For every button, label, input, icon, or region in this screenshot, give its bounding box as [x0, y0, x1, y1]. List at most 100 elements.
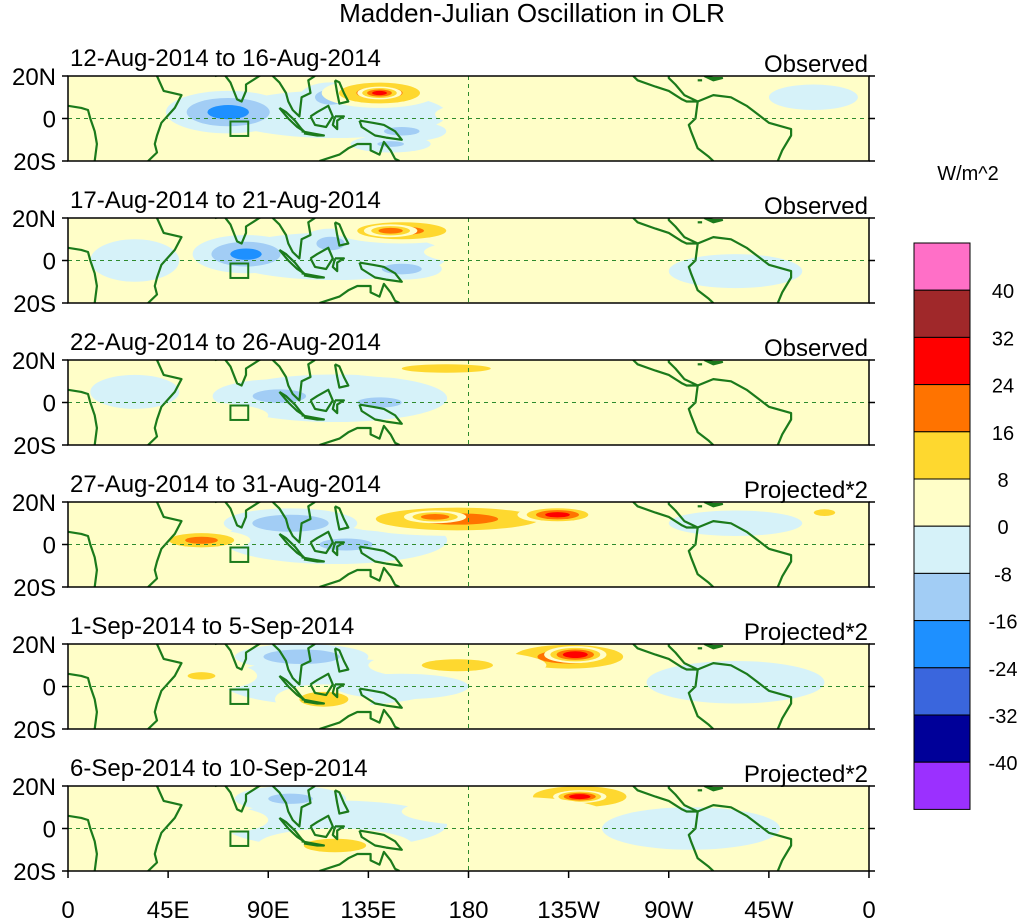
panel-status-label: Observed	[764, 193, 868, 220]
anomaly-contour	[569, 794, 591, 800]
coastline	[309, 388, 334, 413]
coastlines	[68, 644, 793, 729]
coastline	[331, 825, 345, 841]
anomaly-blob	[134, 402, 269, 428]
coastline	[697, 378, 793, 445]
coastline	[333, 789, 350, 815]
y-tick-label: 20N	[12, 774, 56, 801]
anomaly-contour	[187, 672, 216, 680]
x-tick-label: 0	[862, 897, 875, 920]
anomaly-blob	[513, 368, 758, 403]
anomaly-blob	[797, 504, 852, 522]
coastline	[632, 644, 699, 671]
reference-box	[229, 546, 250, 563]
anomaly-contour	[446, 555, 580, 577]
anomaly-blob	[363, 224, 418, 238]
panel-status-label: Projected*2	[744, 477, 868, 504]
coastline	[301, 840, 325, 847]
anomaly-contour	[303, 838, 367, 853]
panel-period-label: 1-Sep-2014 to 5-Sep-2014	[70, 613, 354, 640]
colorbar-box	[913, 289, 971, 338]
anomaly-blob	[544, 646, 607, 664]
coastline	[147, 360, 183, 445]
coastline	[147, 786, 183, 871]
y-tick-label: 0	[43, 249, 56, 276]
x-tick-label: 0	[61, 897, 74, 920]
colorbar: W/m^2 40 32 24 16 8 0 -8 -16 -24 -32 -40	[913, 163, 1018, 810]
coastline	[319, 424, 400, 445]
colorbar-units: W/m^2	[937, 163, 999, 185]
y-tick-label: 0	[43, 107, 56, 134]
coastline	[632, 786, 699, 813]
anomaly-contour	[668, 254, 803, 289]
y-tick-label: 20S	[13, 149, 56, 176]
coastlines	[68, 218, 793, 303]
coastline	[278, 390, 305, 417]
coastline	[309, 104, 334, 129]
coastline	[147, 502, 183, 587]
anomaly-blob	[668, 254, 803, 289]
coastline	[147, 218, 183, 303]
y-tick-label: 20N	[12, 632, 56, 659]
coastline	[301, 698, 325, 705]
anomaly-blob	[335, 360, 558, 380]
coastline	[319, 566, 400, 587]
anomaly-blob	[668, 510, 803, 536]
anomaly-contour	[377, 141, 404, 147]
y-tick-label: 20S	[13, 291, 56, 318]
colorbar-label: 32	[992, 328, 1014, 350]
anomaly-contour	[372, 90, 387, 96]
coastline	[278, 532, 305, 559]
coastline	[632, 218, 699, 245]
panel-period-label: 6-Sep-2014 to 10-Sep-2014	[70, 755, 368, 782]
coastline	[309, 672, 334, 697]
reference-box	[229, 120, 250, 137]
coastline	[68, 104, 98, 161]
panel: 20N 0 20S 12-Aug-2014 to 16-Aug-2014 Observe…	[12, 45, 875, 176]
coastline	[301, 414, 325, 421]
colorbar-label: 16	[992, 423, 1014, 445]
coastline	[309, 530, 334, 555]
panel-period-label: 17-Aug-2014 to 21-Aug-2014	[70, 187, 381, 214]
colorbar-box	[913, 242, 971, 291]
anomaly-contour	[668, 510, 803, 536]
coastline	[632, 360, 699, 387]
coastline	[319, 282, 400, 303]
colorbar-label: -24	[989, 659, 1018, 681]
y-tick-label: 20N	[12, 348, 56, 375]
colorbar-box	[913, 667, 971, 716]
coastline	[358, 545, 403, 567]
colorbar-box	[913, 525, 971, 574]
coastline	[331, 115, 345, 131]
coastline	[358, 119, 403, 141]
colorbar-label: 40	[992, 281, 1014, 303]
coastline	[278, 816, 305, 843]
panel: 20N 0 20S 1-Sep-2014 to 5-Sep-2014 Projected…	[12, 613, 875, 744]
x-tick-label: 135W	[537, 897, 600, 920]
coastline	[632, 76, 699, 103]
coastline	[358, 829, 403, 851]
panel-status-label: Projected*2	[744, 619, 868, 646]
colorbar-label: -40	[989, 753, 1018, 775]
coastline	[703, 360, 724, 366]
anomaly-field	[68, 502, 852, 587]
coastline	[358, 403, 403, 425]
coastline	[697, 662, 793, 729]
colorbar-label: 0	[997, 517, 1008, 539]
anomaly-contour	[545, 512, 570, 518]
anomaly-blob	[174, 137, 309, 159]
coastline	[68, 246, 98, 303]
anomaly-contour	[421, 659, 493, 672]
coastline	[319, 140, 400, 161]
anomaly-blob	[401, 796, 602, 827]
coastline	[271, 644, 316, 686]
anomaly-contour	[513, 368, 758, 403]
anomaly-contour	[562, 651, 588, 659]
panel: 20N 0 20S 6-Sep-2014 to 10-Sep-2014 Projecte…	[12, 755, 875, 886]
anomaly-contour	[435, 97, 658, 132]
y-tick-label: 20S	[13, 433, 56, 460]
panel-period-label: 22-Aug-2014 to 26-Aug-2014	[70, 329, 381, 356]
anomaly-blob	[357, 86, 402, 100]
coastline	[271, 786, 316, 828]
